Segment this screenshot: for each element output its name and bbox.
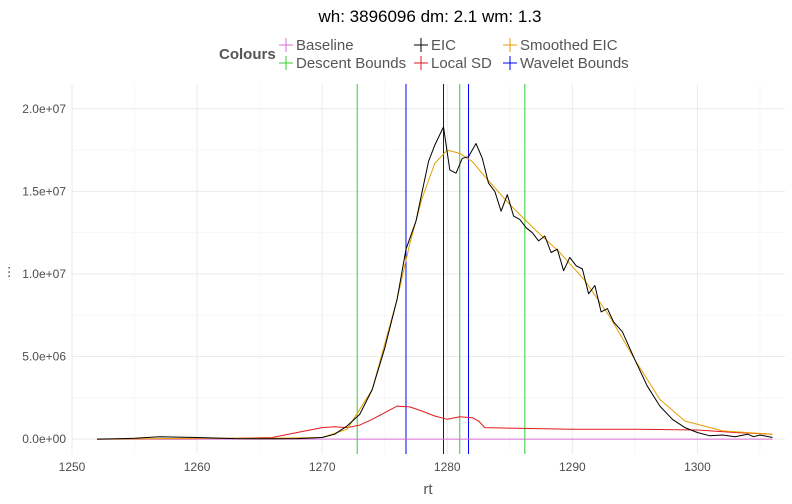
y-tick-label: 1.0e+07	[22, 267, 66, 281]
bound-lines	[356, 84, 526, 454]
plot-grid	[71, 84, 785, 454]
legend-label: Wavelet Bounds	[520, 55, 629, 72]
legend-item-eic: EIC	[414, 37, 456, 54]
y-tick-label: 1.5e+07	[22, 184, 66, 198]
legend-label: EIC	[431, 37, 456, 54]
y-tick-label: 0.0e+00	[22, 432, 66, 446]
chart-title: wh: 3896096 dm: 2.1 wm: 1.3	[317, 7, 541, 26]
y-axis: 0.0e+00 5.0e+06 1.0e+07 1.5e+07 2.0e+07	[22, 102, 66, 446]
legend-item-baseline: Baseline	[279, 37, 354, 54]
smoothed-eic-series	[96, 149, 773, 440]
legend-label: Smoothed EIC	[520, 37, 618, 54]
series-lines	[96, 126, 773, 440]
legend-item-wavelet-bounds: Wavelet Bounds	[503, 55, 629, 72]
x-tick-label: 1260	[184, 460, 211, 474]
legend-label: Baseline	[296, 37, 354, 54]
x-tick-label: 1300	[684, 460, 711, 474]
x-axis: 1250 1260 1270 1280 1290 1300	[59, 460, 711, 474]
legend-label: Local SD	[431, 55, 492, 72]
eic-series	[96, 126, 773, 440]
x-axis-title: rt	[423, 481, 433, 498]
y-tick-label: 2.0e+07	[22, 102, 66, 116]
local-sd-series	[97, 405, 773, 440]
x-tick-label: 1250	[59, 460, 86, 474]
legend-item-smoothed-eic: Smoothed EIC	[503, 37, 618, 54]
y-axis-title: ...	[0, 266, 14, 279]
legend-label: Descent Bounds	[296, 55, 406, 72]
legend-title: Colours	[219, 46, 276, 63]
x-tick-label: 1280	[434, 460, 461, 474]
legend-item-local-sd: Local SD	[414, 55, 492, 72]
legend-item-descent-bounds: Descent Bounds	[279, 55, 406, 72]
x-tick-label: 1290	[559, 460, 586, 474]
x-tick-label: 1270	[309, 460, 336, 474]
y-tick-label: 5.0e+06	[22, 350, 66, 364]
